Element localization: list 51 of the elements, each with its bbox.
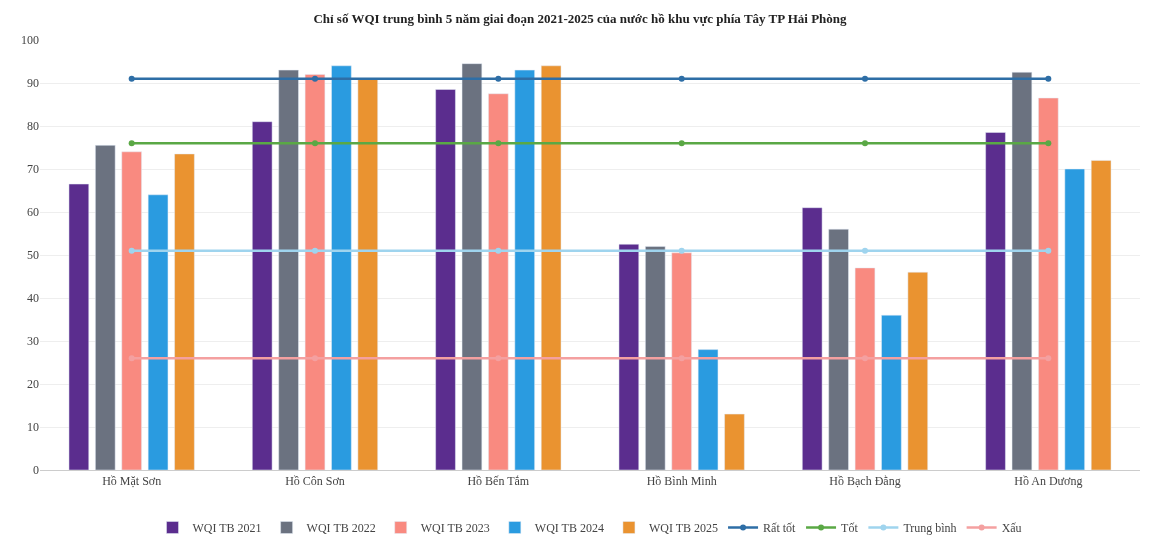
point xyxy=(862,75,868,82)
x-tick-label: Hồ Bến Tắm xyxy=(467,474,530,489)
y-tick-label: 90 xyxy=(27,76,39,91)
legend-label: Rất tốt xyxy=(763,521,797,536)
y-tick-label: 100 xyxy=(21,33,39,48)
point xyxy=(312,140,318,147)
point xyxy=(312,355,318,362)
x-tick-label: Hồ Bạch Đằng xyxy=(829,474,901,489)
y-tick-label: 80 xyxy=(27,119,39,134)
point xyxy=(1045,355,1052,362)
y-tick-label: 0 xyxy=(33,463,39,478)
y-tick-label: 70 xyxy=(27,162,39,177)
point xyxy=(495,140,502,147)
point xyxy=(862,355,868,362)
point xyxy=(678,140,685,147)
point xyxy=(128,75,135,82)
y-tick-label: 40 xyxy=(27,291,39,306)
point xyxy=(495,355,502,362)
x-tick-label: Hồ Bình Minh xyxy=(646,474,717,489)
chart-title: Chỉ số WQI trung bình 5 năm giai đoạn 2021-2025 của nước hồ khu vực phía Tây TP Hải Phòng xyxy=(313,10,848,26)
legend-label: WQI TB 2025 xyxy=(648,521,719,536)
x-tick-label: Hồ An Dương xyxy=(1014,474,1083,489)
point xyxy=(128,247,135,254)
point xyxy=(678,75,685,82)
legend-label: WQI TB 2022 xyxy=(306,521,376,536)
point xyxy=(1045,247,1052,254)
y-tick-label: 50 xyxy=(27,248,39,263)
x-tick-label: Hồ Mặt Sơn xyxy=(102,474,162,489)
legend-label: Xấu xyxy=(1001,521,1022,536)
y-tick-label: 60 xyxy=(27,205,39,220)
point xyxy=(1045,75,1052,82)
point xyxy=(495,247,502,254)
point xyxy=(678,247,685,254)
point xyxy=(862,247,868,254)
point xyxy=(312,75,318,82)
point xyxy=(312,247,318,254)
point xyxy=(128,140,135,147)
point xyxy=(495,75,502,82)
y-tick-label: 10 xyxy=(27,420,39,435)
point xyxy=(678,355,685,362)
legend-label: Trung bình xyxy=(903,521,957,536)
y-tick-label: 30 xyxy=(27,334,39,349)
point xyxy=(862,140,868,147)
point xyxy=(128,355,135,362)
legend-label: WQI TB 2023 xyxy=(420,521,490,536)
legend-label: Tốt xyxy=(841,521,859,536)
y-tick-label: 20 xyxy=(27,377,39,392)
point xyxy=(1045,140,1052,147)
legend-label: WQI TB 2021 xyxy=(192,521,262,536)
x-tick-label: Hồ Côn Sơn xyxy=(285,474,345,489)
legend-label: WQI TB 2024 xyxy=(534,521,604,536)
